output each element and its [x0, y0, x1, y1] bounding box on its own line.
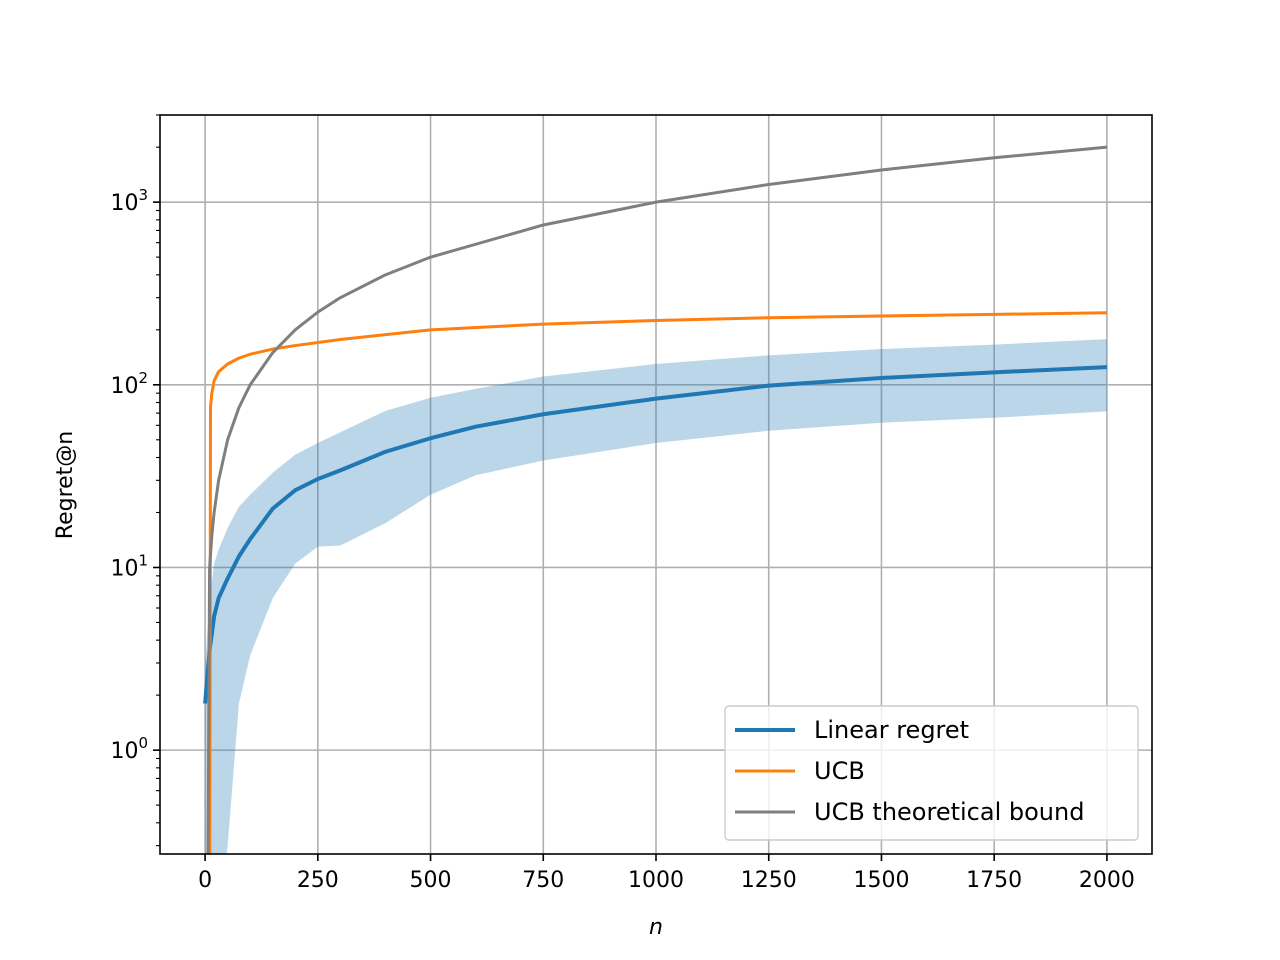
series-layer [203, 145, 1108, 854]
series-line-linear-regret [203, 365, 1108, 704]
x-tick-label: 2000 [1079, 868, 1135, 893]
legend-box [724, 705, 1139, 841]
y-tick-label: 101 [110, 551, 148, 581]
legend-label: UCB theoretical bound [814, 798, 1084, 826]
x-tick-label: 1500 [853, 868, 909, 893]
x-tick-label: 500 [410, 868, 452, 893]
y-tick-label: 103 [110, 186, 148, 216]
band-layer [205, 339, 1107, 854]
x-tick-label: 0 [198, 868, 212, 893]
legend: Linear regret UCB UCB theoretical bound [724, 705, 1139, 841]
ticks: 0 250 500 750 1000 1250 1500 1750 2000 100 101 102 1… [110, 114, 1135, 893]
series-line-ucb [208, 311, 1107, 854]
x-tick-label: 1750 [966, 868, 1022, 893]
legend-label: Linear regret [814, 716, 969, 744]
legend-label: UCB [814, 757, 865, 785]
x-axis-label: n [649, 915, 663, 940]
x-tick-label: 1000 [628, 868, 684, 893]
x-tick-label: 750 [522, 868, 564, 893]
y-axis-label: Regret@n [53, 431, 78, 539]
y-tick-label: 100 [110, 734, 148, 764]
y-tick-label: 102 [110, 369, 148, 399]
x-tick-label: 1250 [741, 868, 797, 893]
confidence-band [205, 339, 1107, 854]
series-line-ucb-theoretical-bound [206, 145, 1108, 854]
x-tick-label: 250 [297, 868, 339, 893]
